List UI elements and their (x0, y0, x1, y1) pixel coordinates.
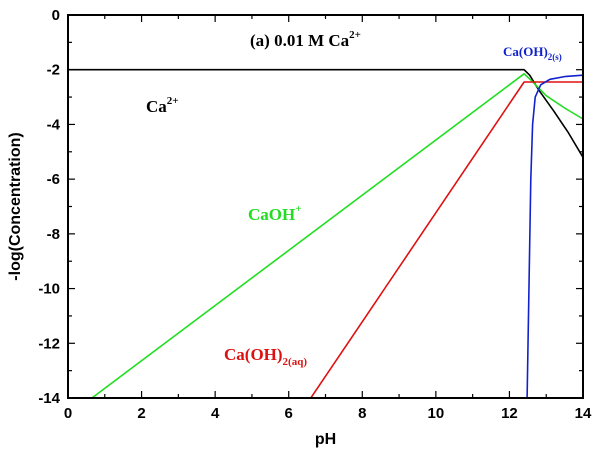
series-label-caohplus-name: CaOH (248, 205, 295, 224)
x-tick-label: 12 (501, 405, 518, 422)
x-tick-label: 2 (137, 405, 145, 422)
chart-title-sup: 2+ (349, 29, 361, 41)
x-tick-label: 14 (575, 405, 592, 422)
series-label-caoh2-s-name: Ca(OH) (503, 44, 548, 59)
series-layer (68, 68, 583, 398)
series-line-1 (91, 73, 583, 398)
chart-title: (a) 0.01 M Ca2+ (250, 29, 361, 50)
y-tick-label: -4 (47, 116, 61, 133)
y-tick-label: 0 (52, 7, 60, 24)
y-axis-label: -log(Concentration) (7, 132, 24, 280)
series-label-caoh2-aq-sub: 2(aq) (283, 356, 308, 368)
series-label-caoh2-aq: Ca(OH)2(aq) (224, 345, 307, 368)
series-label-caoh2-s-sub: 2(s) (548, 52, 562, 62)
plot-frame (67, 14, 584, 399)
series-label-caohplus: CaOH+ (248, 203, 302, 224)
series-line-3 (526, 74, 583, 398)
series-label-caoh2-aq-name: Ca(OH) (224, 345, 283, 364)
series-label-ca2plus: Ca2+ (146, 95, 179, 116)
x-axis-label: pH (315, 431, 336, 448)
series-label-caoh2-s: Ca(OH)2(s) (503, 44, 562, 62)
y-tick-label: -2 (47, 62, 60, 79)
ticks-layer: 0 2 4 6 8 10 12 14 0 -2 -4 -6 -8 -10 -12 -14 (38, 7, 592, 422)
chart-title-main: (a) 0.01 M Ca (250, 31, 350, 50)
x-tick-label: 6 (285, 405, 293, 422)
series-line-2 (310, 81, 583, 398)
x-tick-label: 8 (358, 405, 366, 422)
y-tick-label: -12 (38, 335, 60, 352)
x-tick-label: 4 (211, 405, 220, 422)
y-tick-label: -14 (38, 390, 60, 407)
x-tick-label: 10 (428, 405, 445, 422)
series-label-caohplus-sup: + (295, 203, 301, 215)
y-tick-label: -6 (47, 171, 60, 188)
series-label-ca2plus-sup: 2+ (167, 95, 179, 107)
x-tick-label: 0 (64, 405, 72, 422)
y-tick-label: -10 (38, 281, 60, 298)
series-label-ca2plus-name: Ca (146, 97, 167, 116)
y-tick-label: -8 (47, 226, 60, 243)
